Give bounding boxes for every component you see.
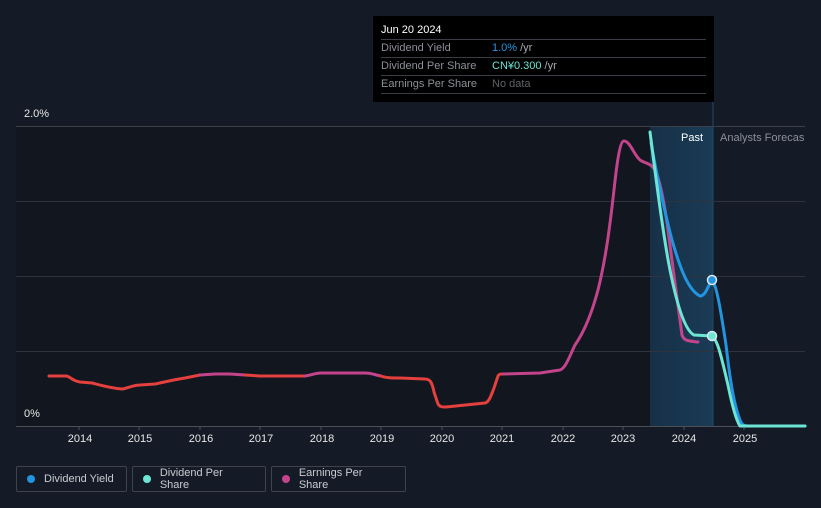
tooltip-label: Earnings Per Share — [381, 78, 477, 90]
tooltip-value: No data — [492, 78, 531, 90]
forecast-region-label: Analysts Forecas — [720, 132, 805, 144]
dividend-yield-dot-icon — [27, 475, 35, 483]
dividend-per-share-marker[interactable] — [706, 330, 718, 342]
x-tick-2014: 2014 — [67, 433, 93, 445]
x-tick-2021: 2021 — [489, 433, 515, 445]
dividend-per-share-dot-icon — [143, 475, 151, 483]
x-tick-2017: 2017 — [248, 433, 274, 445]
x-tick-2023: 2023 — [610, 433, 636, 445]
legend-item-dividend-per-share[interactable]: Dividend Per Share — [132, 466, 266, 492]
past-region-label: Past — [681, 132, 704, 144]
x-tick-2025: 2025 — [732, 433, 758, 445]
x-tick-2022: 2022 — [550, 433, 576, 445]
legend-item-earnings-per-share[interactable]: Earnings Per Share — [271, 466, 406, 492]
tooltip-label: Dividend Yield — [381, 42, 451, 54]
chart-tooltip: Jun 20 2024 Dividend Yield 1.0% /yr Divi… — [373, 16, 714, 102]
x-tick-2018: 2018 — [309, 433, 335, 445]
x-tick-2019: 2019 — [369, 433, 395, 445]
tooltip-unit: /yr — [544, 60, 557, 72]
tooltip-row-dividend-per-share: Dividend Per Share CN¥0.300 /yr — [381, 58, 706, 76]
tooltip-label: Dividend Per Share — [381, 60, 477, 72]
x-tick-2015: 2015 — [127, 433, 153, 445]
legend-label: Dividend Yield — [44, 473, 114, 485]
x-tick-2016: 2016 — [188, 433, 214, 445]
tooltip-row-earnings-per-share: Earnings Per Share No data — [381, 76, 706, 94]
tooltip-row-dividend-yield: Dividend Yield 1.0% /yr — [381, 40, 706, 58]
legend-label: Earnings Per Share — [298, 467, 363, 491]
dividend-yield-marker[interactable] — [706, 274, 718, 286]
dividend-per-share-line — [648, 130, 807, 428]
tooltip-value: CN¥0.300 — [492, 60, 542, 72]
x-tick-2020: 2020 — [429, 433, 455, 445]
tooltip-value: 1.0% — [492, 42, 518, 54]
legend-item-dividend-yield[interactable]: Dividend Yield — [16, 466, 127, 492]
tooltip-date: Jun 20 2024 — [381, 22, 706, 40]
y-axis-min-label: 0% — [24, 408, 40, 420]
legend-label: Dividend Per Share — [159, 467, 223, 491]
y-axis-max-label: 2.0% — [24, 108, 50, 120]
chart-legend: Dividend Yield Dividend Per Share Earnin… — [16, 466, 406, 492]
x-tick-2024: 2024 — [671, 433, 697, 445]
tooltip-unit: /yr — [520, 42, 533, 54]
earnings-per-share-dot-icon — [282, 475, 290, 483]
eps-line — [47, 139, 700, 409]
